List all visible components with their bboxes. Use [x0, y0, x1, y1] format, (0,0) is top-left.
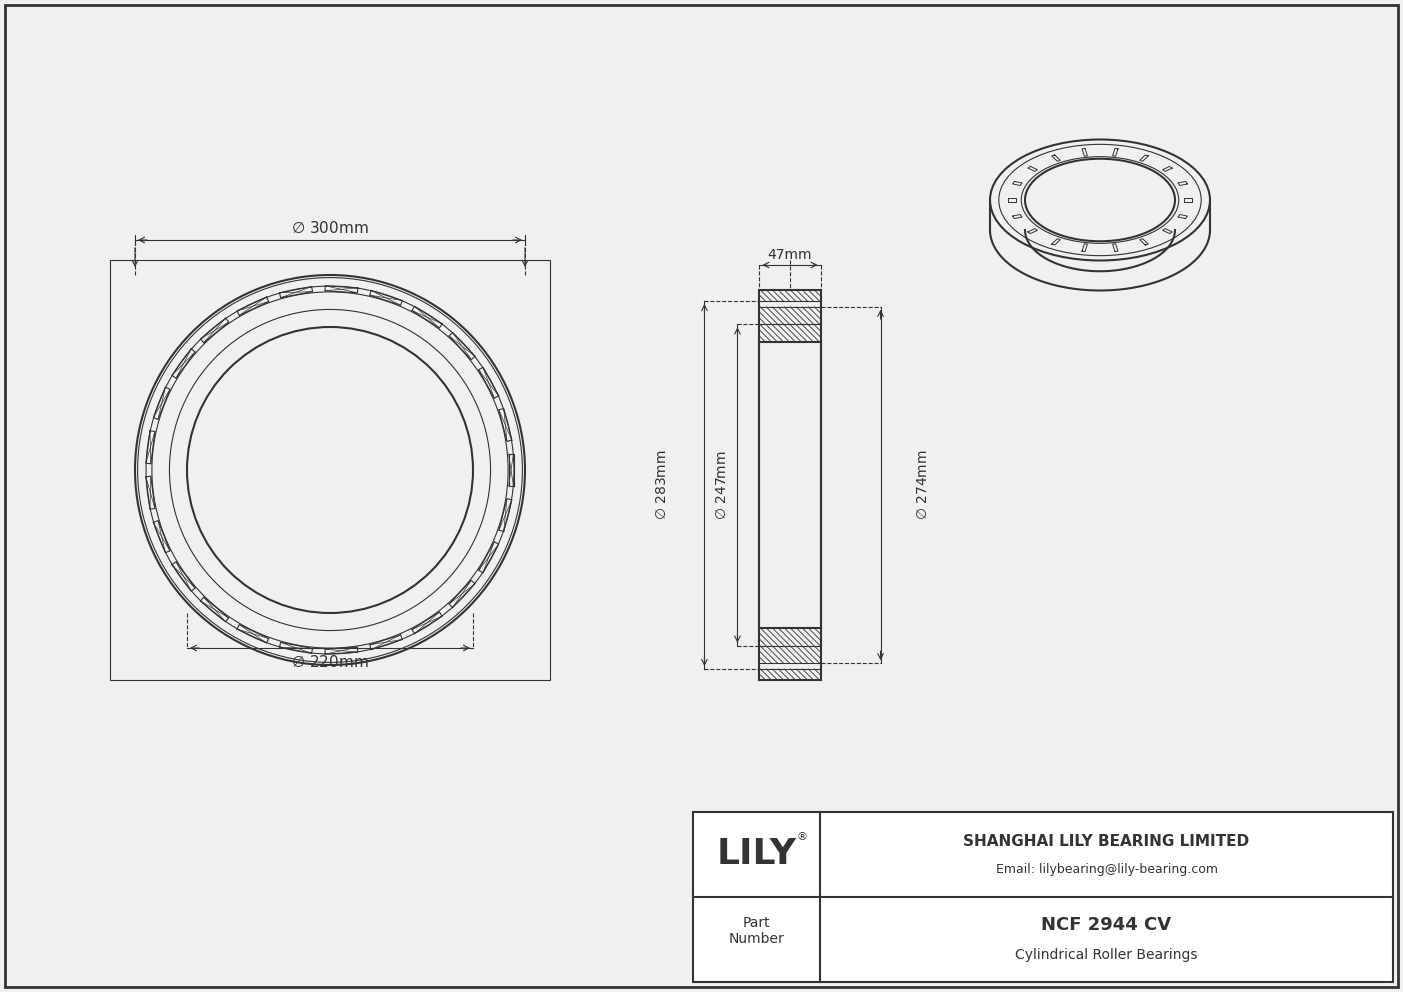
Text: $\emptyset$ 283mm: $\emptyset$ 283mm	[655, 449, 669, 520]
Text: LILY: LILY	[717, 837, 797, 872]
Text: 47mm: 47mm	[767, 248, 812, 262]
Text: Cylindrical Roller Bearings: Cylindrical Roller Bearings	[1016, 947, 1198, 962]
Text: SHANGHAI LILY BEARING LIMITED: SHANGHAI LILY BEARING LIMITED	[964, 834, 1250, 849]
Text: Part
Number: Part Number	[728, 916, 784, 946]
Text: $\emptyset$ 300mm: $\emptyset$ 300mm	[292, 220, 369, 236]
Text: $\emptyset$ 220mm: $\emptyset$ 220mm	[292, 654, 369, 670]
Text: $\emptyset$ 247mm: $\emptyset$ 247mm	[716, 450, 730, 520]
Text: $\emptyset$ 274mm: $\emptyset$ 274mm	[916, 449, 930, 521]
Bar	[109, 260, 550, 680]
Text: ®: ®	[797, 832, 808, 842]
Text: NCF 2944 CV: NCF 2944 CV	[1041, 916, 1172, 934]
Bar	[693, 812, 1393, 982]
Text: Email: lilybearing@lily-bearing.com: Email: lilybearing@lily-bearing.com	[996, 863, 1218, 876]
